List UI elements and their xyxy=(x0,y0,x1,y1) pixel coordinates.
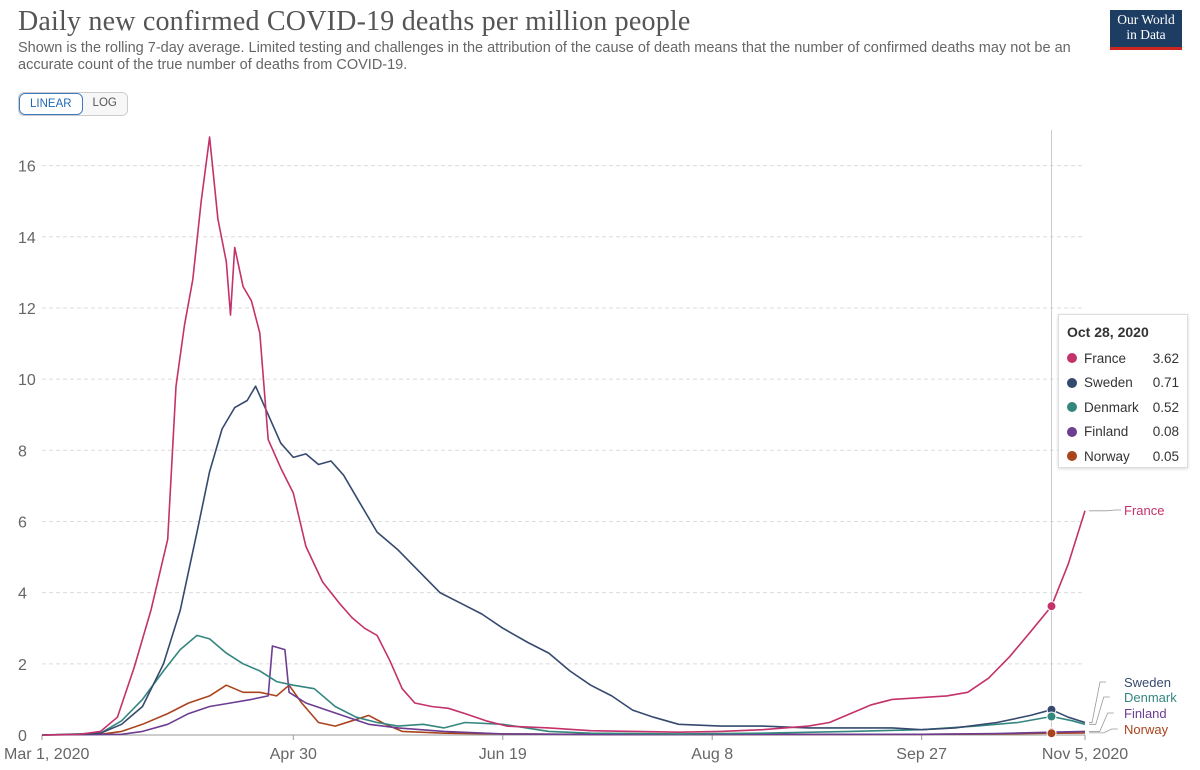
legend-dot-icon xyxy=(1067,451,1077,462)
tooltip-row-norway: Norway 0.05 xyxy=(1067,444,1179,469)
tooltip-row-finland: Finland 0.08 xyxy=(1067,420,1179,445)
tooltip-value: 0.71 xyxy=(1152,375,1179,391)
linear-scale-button[interactable]: LINEAR xyxy=(19,93,83,115)
x-tick-label: Apr 30 xyxy=(270,746,317,763)
x-tick-label: Sep 27 xyxy=(896,746,947,763)
label-connector xyxy=(1089,696,1110,725)
x-tick-label: Nov 5, 2020 xyxy=(1042,746,1128,763)
label-connector xyxy=(1089,509,1121,512)
y-tick-label: 8 xyxy=(18,443,27,460)
owid-logo[interactable]: Our World in Data xyxy=(1110,10,1182,50)
y-tick-label: 0 xyxy=(18,728,27,745)
chart-subtitle: Shown is the rolling 7-day average. Limi… xyxy=(18,40,1071,73)
tooltip-country: Finland xyxy=(1084,424,1129,440)
series-line-denmark xyxy=(41,634,1086,736)
tooltip-date: Oct 28, 2020 xyxy=(1067,324,1149,340)
label-connector xyxy=(1089,728,1118,734)
tooltip-country: Norway xyxy=(1084,448,1130,464)
y-tick-label: 4 xyxy=(18,586,27,603)
tooltip-value: 3.62 xyxy=(1152,350,1179,366)
logo-line-1: Our World xyxy=(1117,12,1175,27)
tooltip-country: Denmark xyxy=(1084,399,1139,415)
tooltip-value: 0.05 xyxy=(1152,448,1179,464)
label-connector xyxy=(1089,681,1106,723)
y-tick-label: 16 xyxy=(18,159,36,176)
x-tick-label: Aug 8 xyxy=(691,746,733,763)
series-end-label: France xyxy=(1124,503,1164,518)
series-line-finland xyxy=(41,645,1086,736)
scale-toggle: LINEAR LOG xyxy=(18,92,128,116)
logo-line-2: in Data xyxy=(1126,27,1166,42)
hover-point-norway xyxy=(1046,728,1057,739)
tooltip-row-france: France 3.62 xyxy=(1067,346,1179,371)
x-tick-label: Jun 19 xyxy=(479,746,527,763)
series-line-france xyxy=(41,136,1086,736)
y-tick-label: 14 xyxy=(18,230,36,247)
series-end-label: Norway xyxy=(1124,722,1169,737)
y-tick-label: 10 xyxy=(18,372,36,389)
legend-dot-icon xyxy=(1067,377,1077,388)
series-line-sweden xyxy=(41,385,1086,736)
series-end-label: Finland xyxy=(1124,706,1167,721)
y-tick-label: 6 xyxy=(18,514,27,531)
tooltip-value: 0.52 xyxy=(1152,399,1179,415)
y-tick-label: 12 xyxy=(18,301,36,318)
legend-dot-icon xyxy=(1067,402,1077,413)
tooltip-row-denmark: Denmark 0.52 xyxy=(1067,395,1179,420)
tooltip-country: France xyxy=(1084,350,1127,366)
hover-point-france xyxy=(1046,601,1057,612)
x-tick-label: Mar 1, 2020 xyxy=(4,746,89,763)
y-tick-label: 2 xyxy=(18,657,27,674)
series-end-label: Denmark xyxy=(1124,690,1177,705)
chart-title: Daily new confirmed COVID-19 deaths per … xyxy=(18,6,691,37)
tooltip-value: 0.08 xyxy=(1152,424,1179,440)
legend-dot-icon xyxy=(1067,426,1077,437)
tooltip-row-sweden: Sweden 0.71 xyxy=(1067,371,1179,396)
hover-point-denmark xyxy=(1046,711,1057,722)
label-connector xyxy=(1089,712,1114,732)
log-scale-button[interactable]: LOG xyxy=(82,93,127,115)
legend-dot-icon xyxy=(1067,353,1077,364)
series-end-label: Sweden xyxy=(1124,675,1171,690)
hover-tooltip: Oct 28, 2020 France 3.62 Sweden 0.71 Denmark… xyxy=(1058,314,1188,468)
tooltip-country: Sweden xyxy=(1084,375,1133,391)
